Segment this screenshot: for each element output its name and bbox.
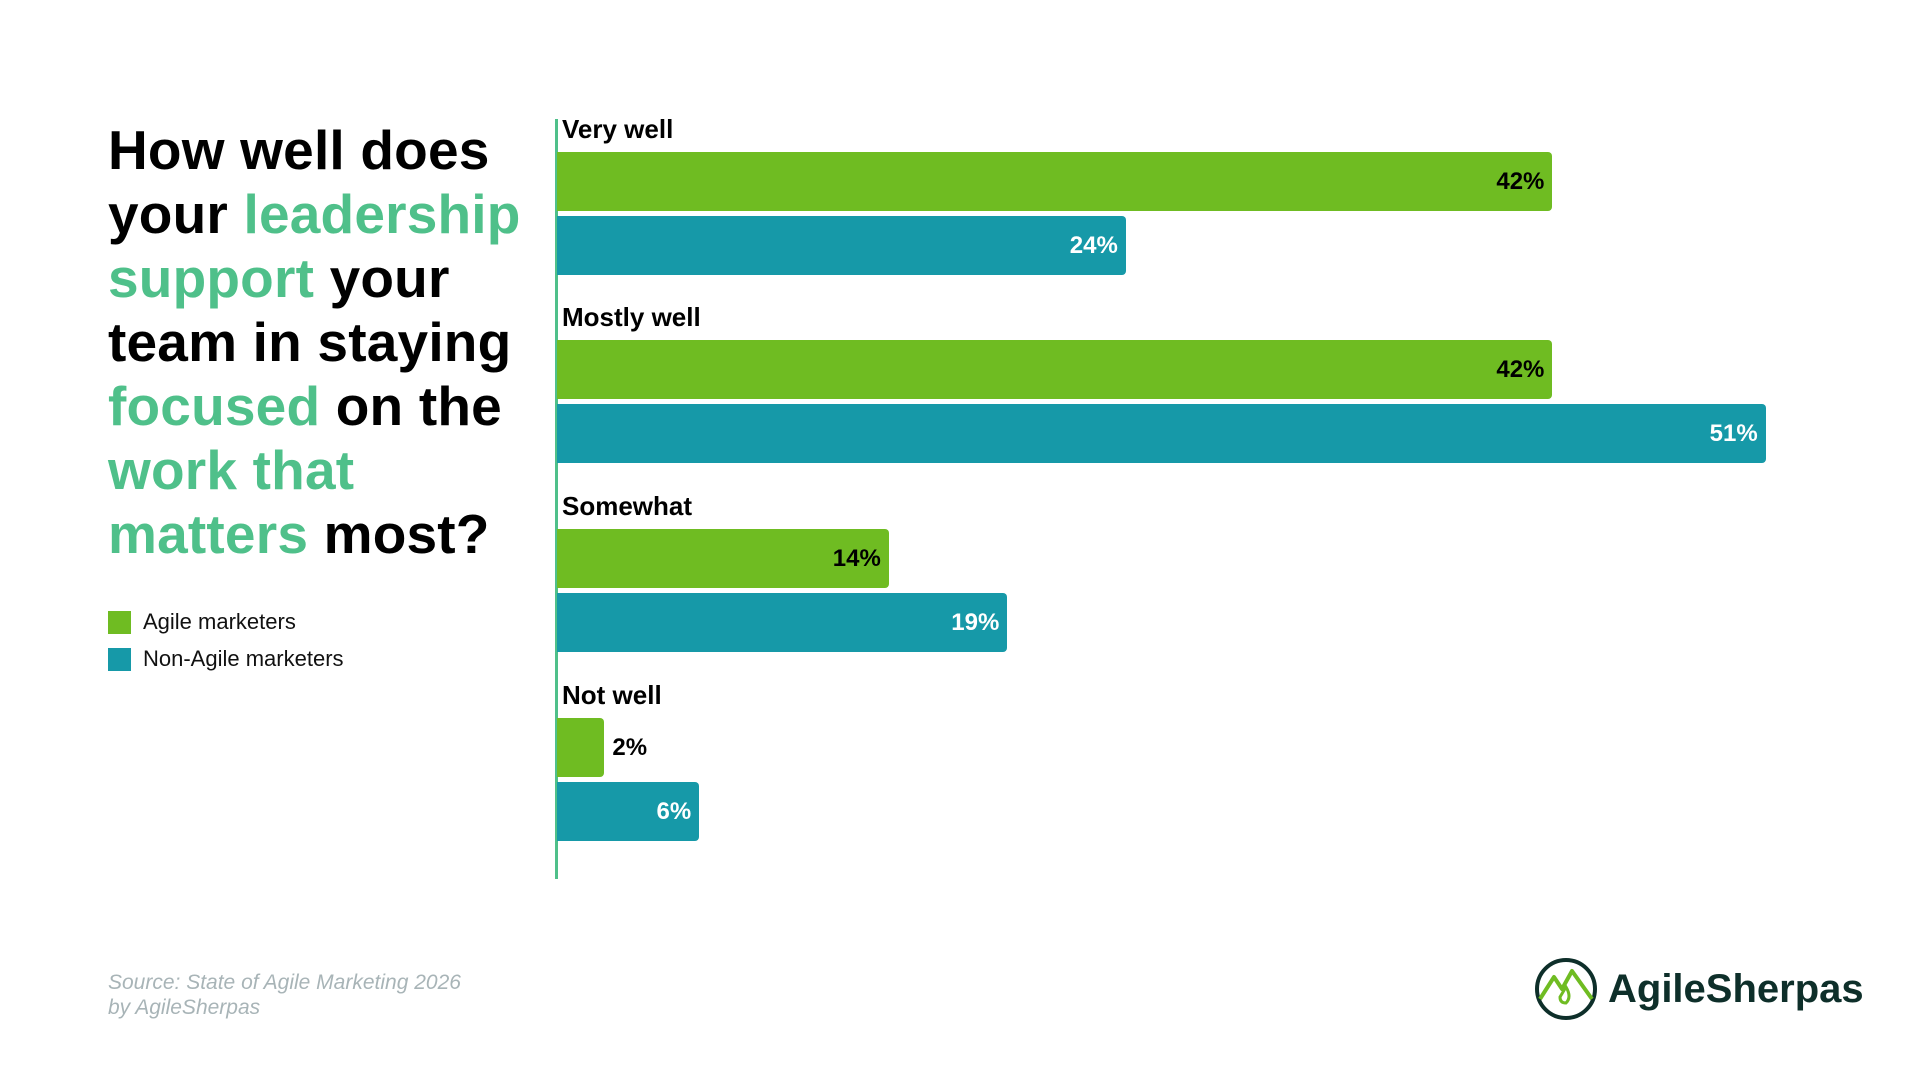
title-highlight: matters bbox=[108, 503, 309, 565]
bar-agile bbox=[557, 529, 889, 588]
bar-agile bbox=[557, 340, 1553, 399]
category-label: Mostly well bbox=[562, 302, 701, 332]
bar-agile bbox=[557, 152, 1553, 211]
bar-non-agile bbox=[557, 216, 1126, 275]
legend-label: Agile marketers bbox=[143, 609, 296, 634]
category-label: Somewhat bbox=[562, 491, 693, 521]
title-text: most? bbox=[308, 503, 490, 565]
source-line-1: Source: State of Agile Marketing 2026 bbox=[108, 971, 461, 994]
data-label: 24% bbox=[1069, 232, 1118, 259]
data-label: 6% bbox=[656, 798, 692, 825]
source-note: Source: State of Agile Marketing 2026 by… bbox=[108, 970, 461, 1020]
bar-non-agile bbox=[557, 593, 1008, 652]
legend-swatch-non-agile bbox=[108, 647, 131, 671]
category-label: Not well bbox=[562, 680, 662, 710]
title-text: on the bbox=[320, 375, 502, 437]
title-text: team in staying bbox=[108, 311, 512, 373]
title-line: support your bbox=[108, 246, 521, 310]
y-axis-line bbox=[555, 119, 558, 879]
chart-title: How well does your leadership support your… bbox=[108, 118, 521, 566]
data-label: 19% bbox=[951, 609, 1000, 636]
logo-wordmark: AgileSherpas bbox=[1608, 966, 1864, 1011]
title-text: your bbox=[314, 247, 450, 309]
mountain-logo-icon bbox=[1535, 958, 1597, 1020]
title-highlight: leadership bbox=[243, 183, 521, 245]
category-label: Very well bbox=[562, 114, 674, 144]
title-highlight: focused bbox=[108, 375, 321, 437]
title-highlight: support bbox=[108, 247, 315, 309]
title-line: team in staying bbox=[108, 310, 521, 374]
title-line: work that bbox=[108, 438, 521, 502]
legend-item-non-agile: Non-Agile marketers bbox=[108, 646, 344, 672]
data-label: 2% bbox=[612, 734, 648, 761]
title-line: How well does bbox=[108, 118, 521, 182]
legend-item-agile: Agile marketers bbox=[108, 609, 296, 635]
title-line: matters most? bbox=[108, 502, 521, 566]
source-line-2: by AgileSherpas bbox=[108, 996, 261, 1019]
data-label: 14% bbox=[832, 545, 881, 572]
title-line: your leadership bbox=[108, 182, 521, 246]
data-label: 51% bbox=[1709, 420, 1758, 447]
bar-non-agile bbox=[557, 782, 700, 841]
title-text: How well does bbox=[108, 119, 490, 181]
bar-agile bbox=[557, 718, 605, 777]
legend-swatch-agile bbox=[108, 610, 131, 634]
data-label: 42% bbox=[1496, 356, 1545, 383]
bar-non-agile bbox=[557, 404, 1766, 463]
title-text: your bbox=[108, 183, 244, 245]
legend-label: Non-Agile marketers bbox=[143, 646, 344, 671]
title-line: focused on the bbox=[108, 374, 521, 438]
agilesherpas-logo: AgileSherpas bbox=[1534, 957, 1864, 1021]
title-highlight: work that bbox=[108, 439, 355, 501]
data-label: 42% bbox=[1496, 168, 1545, 195]
